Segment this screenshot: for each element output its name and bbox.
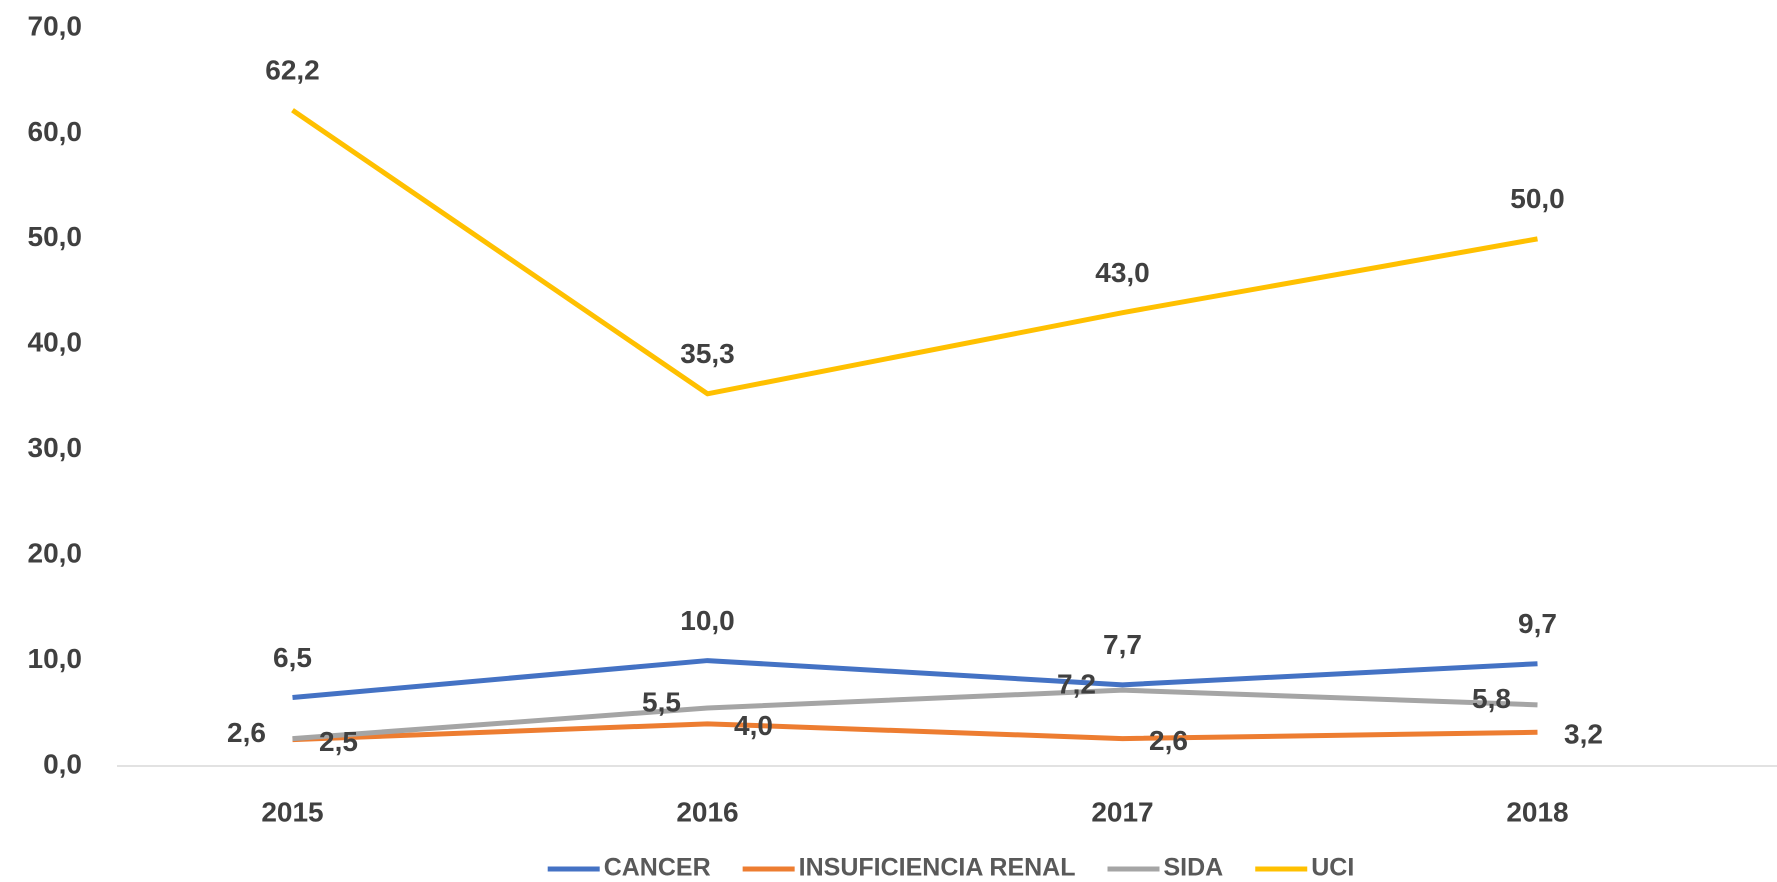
data-label: 2,6: [1149, 725, 1188, 756]
x-tick-label: 2016: [676, 796, 738, 827]
legend-label: INSUFICIENCIA RENAL: [799, 854, 1076, 882]
data-label: 5,5: [642, 686, 681, 717]
legend-label: SIDA: [1164, 854, 1224, 882]
y-tick-label: 0,0: [43, 748, 82, 779]
data-label: 43,0: [1095, 257, 1150, 288]
data-label: 2,6: [227, 717, 266, 748]
data-label: 3,2: [1564, 719, 1603, 750]
y-tick-label: 50,0: [28, 221, 83, 252]
series-line: [292, 687, 1538, 742]
y-tick-label: 40,0: [28, 327, 83, 358]
data-label: 7,7: [1103, 629, 1142, 660]
y-tick-label: 10,0: [28, 643, 83, 674]
y-tick-label: 70,0: [28, 10, 83, 41]
data-label: 5,8: [1472, 683, 1511, 714]
series-line: [291, 108, 1538, 397]
series-line: [292, 658, 1538, 700]
data-label: 4,0: [734, 710, 773, 741]
legend-label: CANCER: [604, 854, 711, 882]
data-label: 50,0: [1510, 183, 1565, 214]
y-tick-label: 20,0: [28, 538, 83, 569]
data-label: 35,3: [680, 338, 735, 369]
data-label: 9,7: [1518, 608, 1557, 639]
x-tick-label: 2015: [261, 796, 323, 827]
data-label: 2,5: [319, 726, 358, 757]
data-label: 6,5: [273, 642, 312, 673]
y-tick-label: 60,0: [28, 116, 83, 147]
data-label: 62,2: [265, 55, 320, 86]
x-tick-label: 2017: [1091, 796, 1153, 827]
legend-label: UCI: [1311, 854, 1354, 882]
x-tick-label: 2018: [1506, 796, 1568, 827]
y-tick-label: 30,0: [28, 432, 83, 463]
data-label: 10,0: [680, 605, 735, 636]
series-line: [292, 721, 1538, 743]
data-label: 7,2: [1057, 668, 1096, 699]
